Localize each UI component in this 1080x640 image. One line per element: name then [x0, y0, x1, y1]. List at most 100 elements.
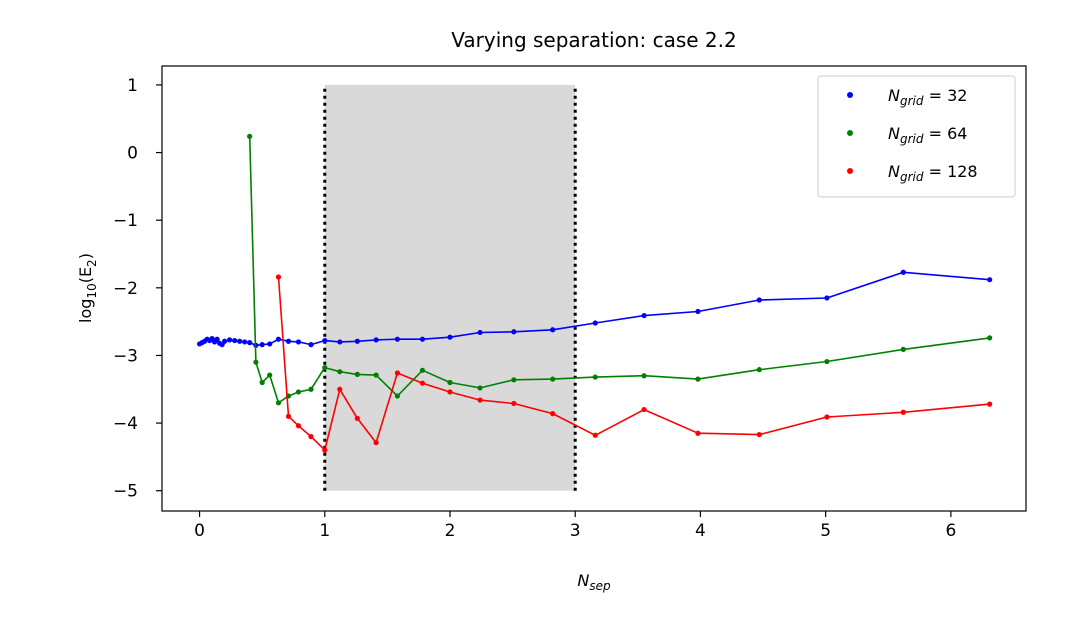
series-1-point-2 [259, 379, 265, 386]
series-2-point-10 [447, 389, 453, 395]
x-tick-label-0: 0 [194, 521, 205, 541]
series-0-point-17 [259, 342, 265, 348]
series-0-point-18 [267, 341, 273, 347]
x-tick-label-1: 1 [319, 521, 330, 541]
series-0-point-25 [354, 338, 360, 344]
legend-marker-32 [847, 92, 853, 98]
series-0-point-24 [337, 339, 343, 345]
series-1-point-3 [267, 372, 273, 378]
series-0-point-26 [373, 337, 379, 343]
series-2-point-1 [285, 413, 292, 419]
series-1-point-1 [253, 359, 259, 365]
series-1-point-11 [373, 372, 379, 378]
series-1-point-9 [337, 369, 343, 375]
series-0-point-21 [295, 339, 302, 345]
series-1-point-19 [641, 373, 647, 379]
legend-label-64: Ngrid = 64 [888, 124, 967, 146]
series-1-point-15 [477, 385, 483, 391]
series-1-point-0 [247, 133, 253, 139]
y-tick-label-2: −1 [113, 211, 138, 231]
series-2-point-0 [275, 274, 282, 280]
y-axis-label-main: log [76, 299, 95, 323]
series-1-point-4 [275, 400, 282, 406]
y-tick-label-6: −5 [113, 482, 138, 502]
chart-title: Varying separation: case 2.2 [451, 28, 736, 52]
series-1-point-21 [756, 367, 762, 373]
series-2-point-8 [394, 370, 401, 376]
x-axis-label-sub: sep [589, 579, 611, 593]
y-axis-label: log10(E2) [76, 253, 99, 323]
legend-marker-128 [847, 168, 853, 174]
series-1-point-23 [900, 346, 906, 352]
x-tick-label-5: 5 [820, 521, 831, 541]
legend-box [817, 75, 1016, 198]
series-2-point-14 [592, 432, 598, 438]
x-tick-label-4: 4 [695, 521, 706, 541]
y-axis-label-sub: 10 [85, 283, 99, 298]
series-1-point-22 [824, 358, 830, 365]
series-1-point-10 [354, 371, 360, 377]
series-0-point-27 [394, 336, 401, 342]
series-0-point-29 [447, 334, 453, 340]
series-1-point-12 [394, 393, 401, 399]
series-0-point-34 [641, 312, 647, 319]
series-0-point-12 [232, 337, 238, 344]
series-2-point-5 [337, 386, 343, 392]
legend-entry-64: Ngrid = 64 [847, 124, 967, 146]
series-0-point-37 [824, 295, 830, 301]
series-0-point-10 [222, 338, 228, 344]
series-0-point-22 [308, 342, 314, 348]
series-2-point-19 [900, 409, 906, 415]
series-0-point-35 [695, 308, 701, 315]
series-2-point-13 [550, 411, 556, 417]
series-1-point-13 [419, 367, 426, 373]
series-0-point-39 [987, 277, 993, 283]
series-2-point-20 [987, 401, 993, 407]
series-2-point-3 [308, 434, 314, 440]
series-2-point-9 [419, 380, 426, 386]
series-1-point-24 [987, 335, 993, 341]
series-0-point-36 [756, 297, 762, 303]
y-tick-label-5: −4 [113, 414, 138, 434]
series-1-point-6 [295, 389, 302, 395]
legend-entry-128: Ngrid = 128 [847, 162, 978, 184]
series-1-point-17 [550, 376, 556, 382]
series-2-point-6 [354, 415, 360, 421]
legend-label-128: Ngrid = 128 [888, 162, 978, 184]
series-0-point-38 [900, 269, 906, 275]
series-0-point-19 [275, 336, 282, 342]
series-1-point-7 [308, 386, 314, 392]
series-2-point-12 [511, 400, 517, 407]
plot-frame [161, 65, 1027, 512]
series-0-point-11 [227, 337, 233, 343]
series-1-point-20 [695, 376, 701, 382]
y-tick-label-4: −3 [113, 346, 138, 366]
shaded-region [324, 84, 576, 491]
legend: Ngrid = 32 Ngrid = 64 Ngrid = 128 [817, 75, 1016, 198]
x-axis-label: Nsep [577, 571, 611, 593]
series-1-point-18 [592, 374, 598, 380]
y-axis-label-close: ) [76, 253, 95, 259]
series-2-point-7 [373, 440, 379, 446]
series-2-point-17 [756, 431, 762, 438]
legend-entry-32: Ngrid = 32 [847, 86, 967, 108]
x-tick-label-2: 2 [445, 521, 456, 541]
series-0-point-14 [242, 339, 248, 345]
series-1-point-16 [511, 377, 517, 383]
series-2-point-15 [641, 406, 647, 413]
series-2-point-4 [322, 447, 328, 453]
series-2-point-11 [477, 397, 483, 403]
series-2-point-2 [295, 423, 302, 429]
series-0-point-32 [550, 327, 556, 333]
series-0-point-13 [237, 338, 243, 344]
y-tick-label-0: 1 [127, 76, 138, 96]
series-0-point-33 [592, 320, 598, 326]
plot-area: 0 1 2 3 4 5 6 1 0 −1 −2 −3 −4 −5 [113, 65, 1027, 541]
series-0-point-28 [419, 336, 426, 342]
y-tick-label-3: −2 [113, 279, 138, 299]
series-1-point-8 [322, 365, 328, 371]
series-0-point-20 [285, 338, 292, 344]
series-0-point-30 [477, 329, 483, 336]
series-0-point-31 [511, 329, 517, 335]
